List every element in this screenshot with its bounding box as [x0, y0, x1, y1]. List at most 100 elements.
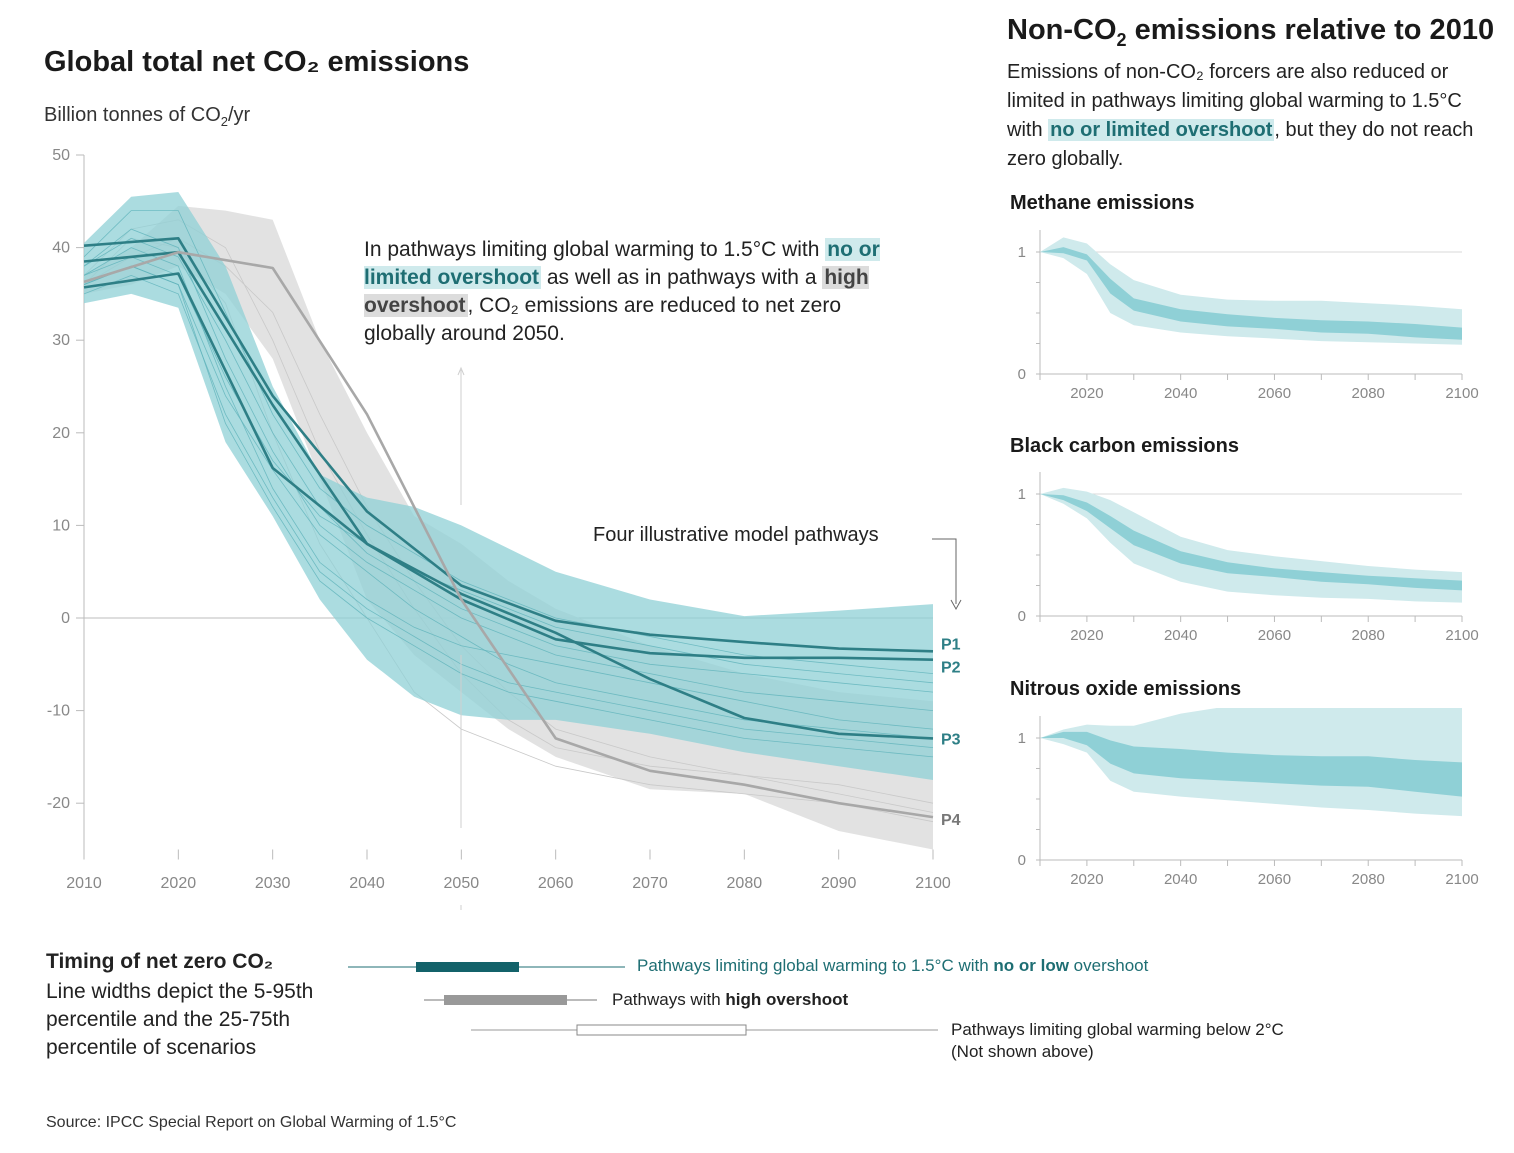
source-note: Source: IPCC Special Report on Global Wa… — [46, 1114, 457, 1131]
x-tick-label: 2030 — [255, 875, 291, 892]
legend-3-line2: (Not shown above) — [951, 1042, 1094, 1061]
non-co2-desc-highlight: no or limited overshoot — [1048, 119, 1275, 141]
y-tick-label: 0 — [1018, 608, 1026, 625]
pathway-line-p4 — [83, 250, 934, 819]
y-tick-label: 40 — [52, 240, 70, 257]
legend-3-line1: Pathways limiting global warming below 2… — [951, 1020, 1284, 1039]
x-tick-label: 2100 — [1445, 627, 1478, 644]
x-tick-label: 2040 — [1164, 627, 1197, 644]
x-tick-label: 2080 — [1352, 385, 1385, 402]
y-tick-label: 20 — [52, 425, 70, 442]
y-tick-label: 0 — [61, 610, 70, 627]
legend-1-suffix: overshoot — [1068, 956, 1149, 975]
timing-no-overshoot-inner — [416, 962, 519, 972]
y-tick-label: 50 — [52, 147, 70, 164]
nitrous-oxide-chart: 0 1 2020 2040 2060 2080 2100 — [1018, 708, 1479, 888]
legend-2-bold: high overshoot — [725, 990, 849, 1009]
legend-below-2c: Pathways limiting global warming below 2… — [951, 1019, 1284, 1063]
legend-1-prefix: Pathways limiting global warming to 1.5°… — [637, 956, 994, 975]
four-pathways-arrowhead — [950, 599, 962, 611]
non-co2-title-prefix: Non-CO — [1007, 14, 1117, 46]
x-tick-label: 2040 — [1164, 871, 1197, 888]
y-tick-label: 0 — [1018, 366, 1026, 383]
x-tick-label: 2020 — [161, 875, 197, 892]
outer-range-band — [1040, 487, 1462, 603]
nitrous-oxide-title: Nitrous oxide emissions — [1010, 678, 1242, 700]
four-pathways-bracket — [932, 538, 957, 604]
legend-high-overshoot: Pathways with high overshoot — [612, 990, 848, 1010]
x-tick-label: 2080 — [727, 875, 763, 892]
no-overshoot-scenario-line — [84, 265, 934, 739]
unit-prefix: Billion tonnes of CO — [44, 104, 221, 126]
x-tick-label: 2060 — [1258, 871, 1291, 888]
x-tick-label: 2070 — [632, 875, 668, 892]
annotation-text-1: In pathways limiting global warming to 1… — [364, 238, 826, 261]
x-tick-label: 2100 — [1445, 871, 1478, 888]
black-carbon-title: Black carbon emissions — [1010, 435, 1239, 457]
no-overshoot-scenario-line — [84, 274, 934, 748]
timing-high-overshoot-inner — [444, 995, 567, 1005]
pathway-label-p2: P2 — [941, 660, 961, 677]
methane-title: Methane emissions — [1010, 192, 1195, 214]
annotation-text-2: as well as in pathways with a — [541, 266, 823, 289]
unit-suffix: /yr — [228, 104, 251, 126]
y-tick-label: 1 — [1018, 730, 1026, 747]
timing-ranges — [348, 962, 938, 1036]
methane-chart: 0 1 2020 2040 2060 2080 2100 — [1018, 230, 1479, 402]
band-group — [84, 192, 934, 850]
no-overshoot-band — [84, 192, 933, 780]
pathway-label-p1: P1 — [941, 636, 961, 653]
non-co2-description: Emissions of non-CO₂ forcers are also re… — [1007, 58, 1497, 174]
x-tick-label: 2090 — [821, 875, 857, 892]
non-co2-title: Non-CO2 emissions relative to 2010 — [1007, 14, 1495, 50]
non-co2-desc-2: , but they do not reach zero globally. — [1007, 119, 1474, 170]
pathway-line-p2 — [83, 250, 934, 661]
y-tick-label: 1 — [1018, 486, 1026, 503]
timing-description: Line widths depict the 5-95th percentile… — [46, 980, 314, 1059]
legend-no-low-overshoot: Pathways limiting global warming to 1.5°… — [637, 956, 1148, 976]
non-co2-desc-1: Emissions of non-CO₂ forcers are also re… — [1007, 61, 1462, 141]
annotation-text-3: , CO₂ emissions are reduced to net zero … — [364, 294, 842, 345]
x-tick-label: 2020 — [1070, 627, 1103, 644]
no-overshoot-scenario-line — [84, 237, 934, 693]
timing-title: Timing of net zero CO₂ — [46, 950, 274, 973]
inner-range-band — [1040, 494, 1462, 591]
black-carbon-chart: 0 1 2020 2040 2060 2080 2100 — [1018, 472, 1479, 644]
y-tick-label: 0 — [1018, 852, 1026, 869]
non-co2-title-suffix: emissions relative to 2010 — [1126, 14, 1495, 46]
x-tick-label: 2040 — [349, 875, 385, 892]
pathway-line-p1 — [83, 237, 934, 653]
pathway-label-p4: P4 — [941, 812, 961, 829]
pathway-line-p3 — [83, 272, 934, 740]
x-tick-label: 2060 — [1258, 385, 1291, 402]
chart-annotation: In pathways limiting global warming to 1… — [364, 236, 884, 348]
y-axis-unit-label: Billion tonnes of CO2/yr — [44, 104, 251, 129]
y-tick-label: 30 — [52, 332, 70, 349]
x-tick-label: 2010 — [66, 875, 102, 892]
pathway-label-p3: P3 — [941, 731, 961, 748]
x-tick-label: 2100 — [915, 875, 951, 892]
four-pathways-label: Four illustrative model pathways — [593, 524, 879, 546]
outer-range-band — [1040, 237, 1462, 345]
x-tick-label: 2020 — [1070, 385, 1103, 402]
guide-arrow-up — [457, 366, 465, 376]
timing-below-2c-inner — [576, 1024, 747, 1036]
y-tick-label: 1 — [1018, 244, 1026, 261]
no-overshoot-scenario-line — [84, 210, 934, 674]
x-tick-label: 2050 — [444, 875, 480, 892]
y-tick-label: -10 — [47, 703, 70, 720]
no-overshoot-scenario-line — [84, 265, 934, 758]
x-tick-label: 2080 — [1352, 627, 1385, 644]
x-tick-label: 2080 — [1352, 871, 1385, 888]
y-tick-label: 10 — [52, 517, 70, 534]
legend-1-bold: no or low — [993, 956, 1069, 975]
inner-range-band — [1040, 247, 1462, 340]
x-tick-label: 2060 — [538, 875, 574, 892]
y-tick-label: -20 — [47, 795, 70, 812]
legend-2-prefix: Pathways with — [612, 990, 726, 1009]
inner-range-band — [1040, 731, 1462, 797]
x-tick-label: 2060 — [1258, 627, 1291, 644]
x-tick-label: 2020 — [1070, 871, 1103, 888]
main-chart-title: Global total net CO₂ emissions — [44, 46, 470, 78]
